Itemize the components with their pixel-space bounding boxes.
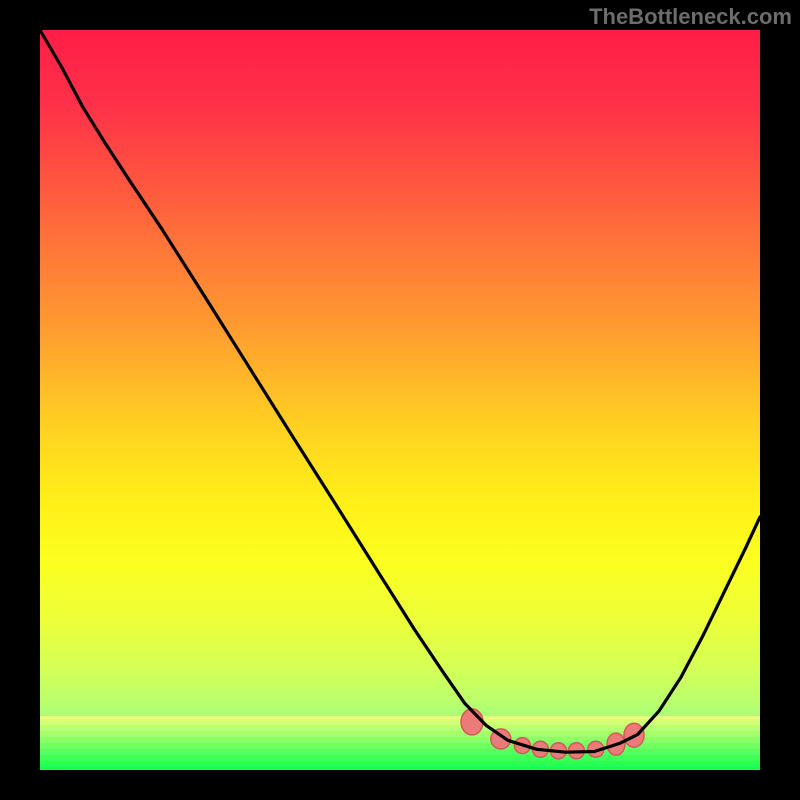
green-band-row <box>40 758 760 761</box>
green-band-row <box>40 728 760 731</box>
green-band-row <box>40 731 760 734</box>
green-band-row <box>40 737 760 740</box>
watermark-label: TheBottleneck.com <box>589 4 792 30</box>
green-band-row <box>40 734 760 737</box>
green-band-row <box>40 767 760 770</box>
green-band-row <box>40 743 760 746</box>
bottleneck-chart <box>0 0 800 800</box>
green-band-row <box>40 761 760 764</box>
green-band-row <box>40 746 760 749</box>
green-band-row <box>40 755 760 758</box>
green-band-row <box>40 764 760 767</box>
gradient-background <box>40 30 760 770</box>
green-band-row <box>40 722 760 725</box>
green-band-row <box>40 749 760 752</box>
green-band-row <box>40 740 760 743</box>
green-band-row <box>40 752 760 755</box>
green-band-row <box>40 725 760 728</box>
